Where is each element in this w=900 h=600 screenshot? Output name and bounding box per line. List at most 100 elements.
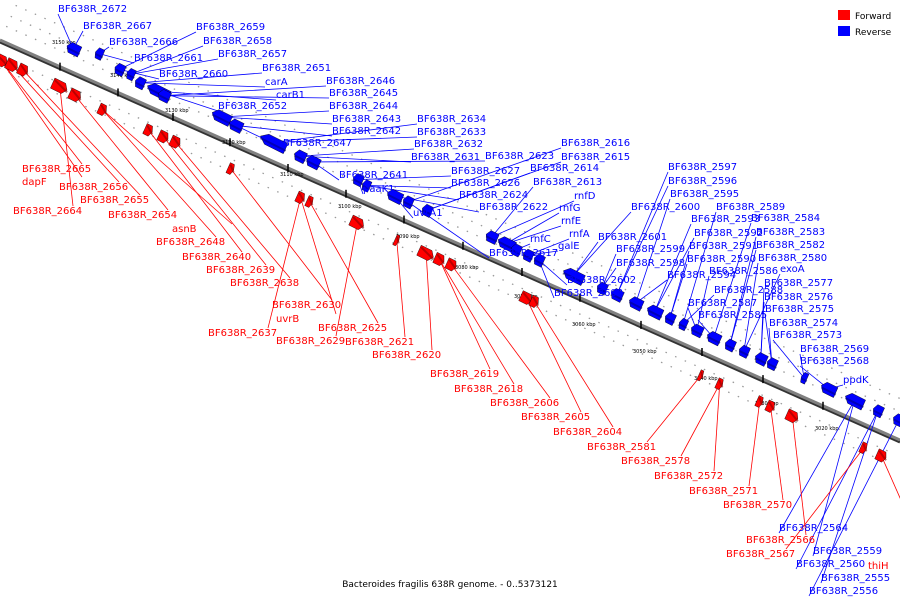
forward-gene-arrow[interactable] <box>528 294 539 308</box>
gene-shadow <box>754 357 767 365</box>
scale-tick-label: 3130 kbp <box>165 108 189 114</box>
forward-gene-arrow[interactable] <box>168 134 181 149</box>
reverse-gene-arrow[interactable] <box>523 248 535 263</box>
reverse-gene-arrow[interactable] <box>114 62 127 77</box>
reverse-gene-arrow[interactable] <box>678 317 690 332</box>
reverse-gene-arrow[interactable] <box>873 404 885 419</box>
gene-shadow <box>664 317 675 324</box>
reverse-leader-line <box>57 13 74 50</box>
forward-gene-label: BF638R_2629 <box>276 336 345 347</box>
reverse-leader-line <box>743 273 781 352</box>
reverse-leader-line <box>139 82 266 88</box>
reverse-gene-label: BF638R_2647 <box>283 138 352 149</box>
reverse-gene-arrow[interactable] <box>422 203 434 218</box>
reverse-gene-arrow[interactable] <box>725 338 737 353</box>
reverse-gene-arrow[interactable] <box>821 381 839 398</box>
forward-gene-arrow[interactable] <box>142 123 153 137</box>
reverse-gene-label: paaK1 <box>363 184 395 195</box>
forward-gene-arrow[interactable] <box>348 214 364 231</box>
reverse-leader-line <box>772 339 805 379</box>
forward-gene-label: BF638R_2619 <box>430 369 499 380</box>
forward-leader-line <box>230 168 333 301</box>
forward-gene-arrow[interactable] <box>784 408 799 424</box>
gene-shadow <box>448 259 457 270</box>
reverse-gene-arrow[interactable] <box>534 253 546 268</box>
reverse-gene-arrow[interactable] <box>94 47 106 61</box>
gene-shadow <box>146 124 154 135</box>
forward-gene-arrow[interactable] <box>4 57 18 72</box>
reverse-gene-arrow[interactable] <box>135 76 147 91</box>
forward-gene-label: BF638R_2566 <box>746 535 815 546</box>
reverse-gene-label: BF638R_2633 <box>417 127 486 138</box>
forward-gene-label: BF638R_2637 <box>208 328 277 339</box>
reverse-gene-label: BF638R_2660 <box>159 69 228 80</box>
gene-shadow <box>95 52 104 59</box>
reverse-gene-label: BF638R_2651 <box>262 63 331 74</box>
forward-gene-arrow[interactable] <box>16 62 28 77</box>
forward-gene-arrow[interactable] <box>432 252 445 266</box>
reverse-leader-line <box>713 222 752 339</box>
reverse-gene-arrow[interactable] <box>800 371 810 385</box>
reverse-leader-line <box>366 185 452 189</box>
forward-gene-arrow[interactable] <box>50 77 68 94</box>
reverse-gene-arrow[interactable] <box>126 68 137 82</box>
reverse-leader-line <box>616 185 669 295</box>
reverse-gene-label: BF638R_2672 <box>58 4 127 15</box>
forward-leader-line <box>396 240 406 338</box>
forward-gene-arrow[interactable] <box>294 190 305 204</box>
gene-shadow <box>700 371 704 379</box>
reverse-leader-line <box>130 45 204 75</box>
forward-gene-arrow[interactable] <box>156 129 169 144</box>
forward-gene-arrow[interactable] <box>96 102 107 116</box>
reverse-gene-arrow[interactable] <box>403 195 415 210</box>
reverse-gene-arrow[interactable] <box>353 173 365 188</box>
gene-shadow <box>690 328 703 336</box>
gene-shadow <box>259 137 287 152</box>
reverse-leader-line <box>119 31 197 70</box>
gene-shadow <box>532 296 540 307</box>
reverse-gene-label: BF638R_2615 <box>561 152 630 163</box>
gene-shadow <box>126 73 135 79</box>
reverse-leader-line <box>820 410 879 584</box>
reverse-gene-label: BF638R_2577 <box>764 278 833 289</box>
forward-leader-line <box>175 142 291 279</box>
reverse-gene-arrow[interactable] <box>739 344 751 359</box>
gene-shadow <box>610 293 623 301</box>
reverse-leader-line <box>669 263 688 319</box>
forward-leader-line <box>0 60 83 165</box>
forward-gene-arrow[interactable] <box>858 441 868 454</box>
forward-gene-label: BF638R_2648 <box>156 237 225 248</box>
reverse-gene-label: BF638R_2652 <box>218 101 287 112</box>
gene-shadow <box>872 409 883 416</box>
reverse-gene-label: ppdK <box>843 375 869 386</box>
gene-shadow <box>844 397 864 408</box>
gene-shadow <box>298 192 306 203</box>
reverse-leader-line <box>506 225 562 245</box>
reverse-gene-arrow[interactable] <box>511 243 523 258</box>
scale-tick-label: 3100 kbp <box>338 204 362 210</box>
gene-shadow <box>306 159 320 168</box>
reverse-gene-label: BF638R_2634 <box>417 114 486 125</box>
gene-shadow <box>229 164 235 173</box>
forward-gene-arrow[interactable] <box>225 162 235 175</box>
reverse-leader-line <box>601 253 617 289</box>
gene-shadow <box>766 362 777 369</box>
reverse-gene-arrow[interactable] <box>665 311 677 326</box>
forward-gene-arrow[interactable] <box>518 290 533 305</box>
reverse-gene-label: BF638R_2659 <box>196 22 265 33</box>
gene-shadow <box>402 200 413 208</box>
forward-gene-label: BF638R_2630 <box>272 300 341 311</box>
forward-leader-line <box>534 301 614 428</box>
forward-gene-arrow[interactable] <box>764 399 775 413</box>
forward-gene-arrow[interactable] <box>444 257 457 272</box>
gene-shadow <box>892 418 900 424</box>
forward-gene-arrow[interactable] <box>874 448 887 463</box>
forward-gene-arrow[interactable] <box>67 87 81 103</box>
reverse-gene-arrow[interactable] <box>361 179 373 193</box>
reverse-gene-arrow[interactable] <box>647 304 665 321</box>
reverse-gene-arrow[interactable] <box>597 281 609 296</box>
reverse-gene-arrow[interactable] <box>767 357 779 372</box>
forward-gene-arrow[interactable] <box>416 244 434 261</box>
gene-shadow <box>510 248 521 256</box>
